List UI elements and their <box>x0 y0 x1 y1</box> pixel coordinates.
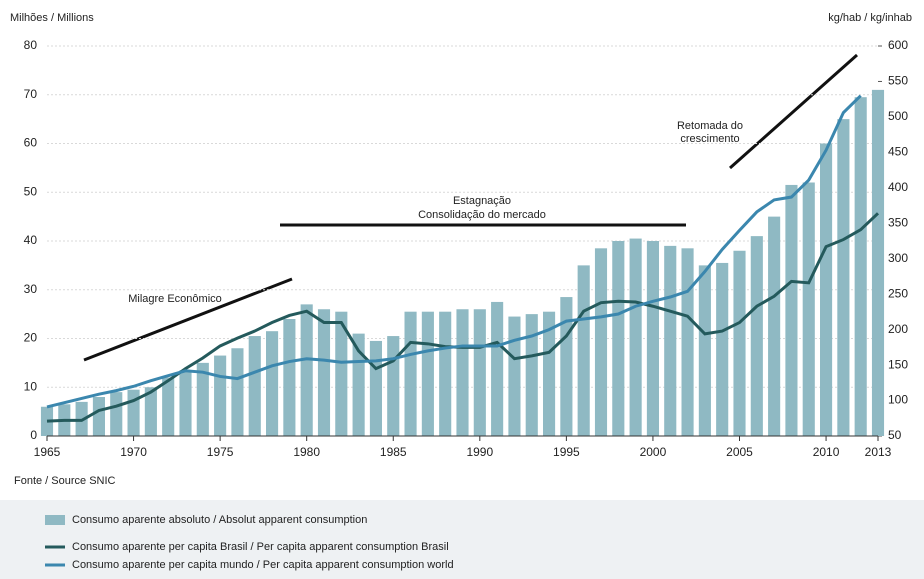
x-tick-label: 1970 <box>120 445 147 459</box>
bar <box>387 336 400 436</box>
y2-tick-label: 200 <box>888 322 908 336</box>
bar <box>317 309 331 436</box>
x-tick-label: 1995 <box>553 445 580 459</box>
line <box>46 94 862 409</box>
y2-tick-label: 600 <box>888 38 908 52</box>
legend-background <box>0 500 924 579</box>
y2-tick-label: 550 <box>888 74 908 88</box>
bar <box>283 319 296 436</box>
bar <box>352 333 365 436</box>
bar <box>214 355 227 436</box>
bar <box>456 309 469 436</box>
bar <box>716 262 729 436</box>
bar <box>698 265 711 436</box>
bar <box>300 304 313 436</box>
x-tick-label: 2000 <box>640 445 667 459</box>
source: Fonte / Source SNIC <box>14 475 116 487</box>
y-tick-label: 10 <box>24 379 38 393</box>
annotation: Retomada do <box>677 120 743 132</box>
x-tick-label: 2005 <box>726 445 753 459</box>
x-tick-label: 1990 <box>466 445 493 459</box>
bar <box>196 362 209 436</box>
y-tick-label: 20 <box>24 331 38 345</box>
y-tick-label: 70 <box>24 87 38 101</box>
y2-tick-label: 400 <box>888 180 908 194</box>
y-tick-label: 80 <box>24 38 38 52</box>
bar <box>110 392 123 436</box>
y2-tick-label: 150 <box>888 357 908 371</box>
bar <box>144 387 157 436</box>
annotation: Consolidação do mercado <box>418 209 546 221</box>
y-tick-label: 40 <box>24 233 38 247</box>
bar <box>439 311 452 436</box>
x-tick-label: 1980 <box>293 445 320 459</box>
bar <box>750 236 763 436</box>
bar <box>802 182 815 436</box>
bar <box>92 397 105 436</box>
y-tick-label: 0 <box>30 428 37 442</box>
bar <box>266 331 279 436</box>
x-tick-label: 1965 <box>34 445 61 459</box>
bar <box>577 265 590 436</box>
legend-label: Consumo aparente per capita Brasil / Per… <box>72 541 449 553</box>
bar <box>491 301 504 436</box>
bar <box>335 311 348 436</box>
bar <box>646 241 659 436</box>
bar <box>768 216 781 436</box>
y2-axis-label: kg/hab / kg/inhab <box>828 12 912 24</box>
bar <box>162 377 175 436</box>
bar <box>525 314 538 436</box>
bar <box>508 316 521 436</box>
annotation: Milagre Econômico <box>128 293 222 305</box>
y-tick-label: 60 <box>24 136 38 150</box>
y-tick-label: 50 <box>24 184 38 198</box>
bar <box>231 348 244 436</box>
legend-swatch <box>45 515 65 525</box>
y2-tick-label: 350 <box>888 215 908 229</box>
bar <box>629 238 642 436</box>
y2-tick-label: 50 <box>888 428 902 442</box>
y2-tick-label: 100 <box>888 393 908 407</box>
x-tick-label: 2013 <box>865 445 892 459</box>
bar <box>421 311 434 436</box>
y-tick-label: 30 <box>24 282 38 296</box>
bar <box>664 245 677 436</box>
bar <box>785 184 798 436</box>
bar <box>612 241 625 436</box>
y-axis-label: Milhões / Millions <box>10 12 94 24</box>
x-tick-label: 2010 <box>813 445 840 459</box>
bar <box>560 297 573 436</box>
bar <box>473 309 486 436</box>
bar <box>837 119 850 436</box>
bar <box>369 340 382 436</box>
bar <box>404 311 417 436</box>
annotation: Estagnação <box>453 195 511 207</box>
x-tick-label: 1975 <box>207 445 234 459</box>
bar <box>179 370 192 436</box>
y2-tick-label: 300 <box>888 251 908 265</box>
bar <box>854 97 867 436</box>
y2-tick-label: 250 <box>888 286 908 300</box>
y2-tick-label: 500 <box>888 109 908 123</box>
bar <box>40 406 54 436</box>
trend-line <box>729 53 858 170</box>
bar <box>733 250 746 436</box>
bar <box>594 248 608 436</box>
bar <box>248 336 261 436</box>
bar <box>127 389 140 436</box>
legend-label: Consumo aparente absoluto / Absolut appa… <box>72 514 367 526</box>
bar <box>871 89 885 436</box>
bar <box>681 248 694 436</box>
legend-label: Consumo aparente per capita mundo / Per … <box>72 559 454 571</box>
bar <box>820 143 833 436</box>
bar <box>543 311 556 436</box>
y2-tick-label: 450 <box>888 145 908 159</box>
trend-line <box>83 277 293 362</box>
annotation: crescimento <box>680 133 739 145</box>
x-tick-label: 1985 <box>380 445 407 459</box>
